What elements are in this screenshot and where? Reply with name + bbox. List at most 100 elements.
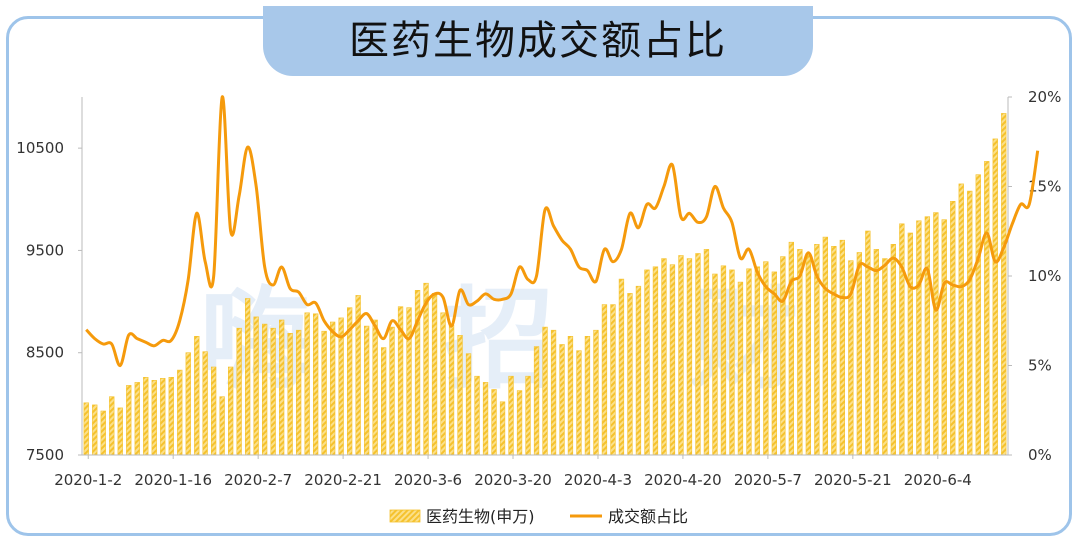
bar <box>474 375 480 456</box>
bar <box>839 239 845 456</box>
bar <box>712 273 718 456</box>
bar <box>627 293 633 456</box>
bar <box>134 382 140 456</box>
bar <box>771 271 777 456</box>
bar <box>958 183 964 456</box>
legend-line-label: 成交额占比 <box>608 507 688 526</box>
bar <box>151 379 157 456</box>
bar <box>916 220 922 456</box>
bar <box>499 401 506 456</box>
bar <box>686 258 693 456</box>
bar <box>329 321 336 456</box>
bar <box>669 264 676 456</box>
bar <box>975 174 981 456</box>
x-tick-label: 2020-5-7 <box>734 471 802 489</box>
x-tick-label: 2020-5-21 <box>814 471 892 489</box>
y-left-tick-label: 10500 <box>16 139 64 157</box>
y-right-tick-label: 0% <box>1028 446 1052 464</box>
bar <box>516 390 523 456</box>
bar <box>1001 113 1007 456</box>
x-tick-label: 2020-4-20 <box>644 471 722 489</box>
bar <box>856 252 862 456</box>
bar <box>797 249 803 456</box>
bar <box>253 316 259 456</box>
bar <box>567 335 574 456</box>
series-line <box>85 95 1040 368</box>
bar <box>321 330 327 456</box>
bar <box>406 307 412 456</box>
bar <box>389 326 395 456</box>
bar <box>576 350 582 456</box>
bar <box>933 212 939 456</box>
bar <box>992 138 998 456</box>
bar <box>261 323 268 456</box>
y-left-tick-label: 7500 <box>26 446 64 464</box>
bar <box>941 219 947 456</box>
bar <box>644 269 650 456</box>
bar <box>448 324 455 456</box>
bar <box>831 246 837 456</box>
bar <box>185 352 191 456</box>
bar <box>126 385 132 456</box>
bar <box>729 269 735 456</box>
bar <box>899 223 905 456</box>
bar <box>211 366 217 456</box>
bar <box>202 351 208 456</box>
bar <box>703 249 710 456</box>
bar <box>763 261 769 456</box>
bar <box>312 313 319 456</box>
y-left-tick-label: 8500 <box>26 344 64 362</box>
bar <box>746 268 752 456</box>
bar <box>618 278 625 456</box>
bar <box>228 366 234 456</box>
x-tick-label: 2020-2-21 <box>304 471 382 489</box>
legend-bar-swatch <box>389 509 421 523</box>
x-tick-label: 2020-1-2 <box>54 471 122 489</box>
bar <box>92 404 98 456</box>
y-right-tick-label: 20% <box>1028 88 1061 106</box>
bar <box>194 335 200 456</box>
bar <box>109 396 115 456</box>
page-title: 医药生物成交额占比 <box>349 18 727 64</box>
bar <box>508 375 514 456</box>
bar <box>924 216 930 456</box>
bar <box>491 389 497 456</box>
bar <box>873 249 879 456</box>
bar <box>652 266 659 456</box>
bar <box>525 375 531 456</box>
bar <box>542 326 548 456</box>
y-right-tick-label: 5% <box>1028 357 1052 375</box>
bar <box>83 402 89 456</box>
bar <box>117 407 123 456</box>
bar <box>737 281 744 456</box>
bar <box>550 329 557 456</box>
bar <box>219 396 225 456</box>
bar <box>984 161 990 456</box>
legend: 医药生物(申万) 成交额占比 <box>389 507 688 526</box>
bar <box>457 334 463 456</box>
bar <box>584 335 591 456</box>
x-tick-label: 2020-3-6 <box>394 471 462 489</box>
bar <box>950 201 956 456</box>
bar <box>278 319 285 456</box>
bar <box>780 256 786 456</box>
bar <box>482 382 489 456</box>
bar <box>661 258 667 456</box>
bar <box>559 344 565 456</box>
bar <box>440 312 446 456</box>
bar <box>177 369 183 456</box>
bar <box>287 332 293 456</box>
x-tick-label: 2020-4-3 <box>564 471 632 489</box>
bar <box>890 244 896 456</box>
bar <box>304 312 310 456</box>
bar <box>678 255 684 456</box>
bar <box>593 329 599 456</box>
bar <box>380 347 387 456</box>
bar <box>160 377 166 456</box>
bar <box>754 266 760 456</box>
y-right-tick-label: 15% <box>1028 178 1061 196</box>
bar <box>338 317 344 456</box>
bar <box>295 329 302 456</box>
bar <box>465 353 472 456</box>
